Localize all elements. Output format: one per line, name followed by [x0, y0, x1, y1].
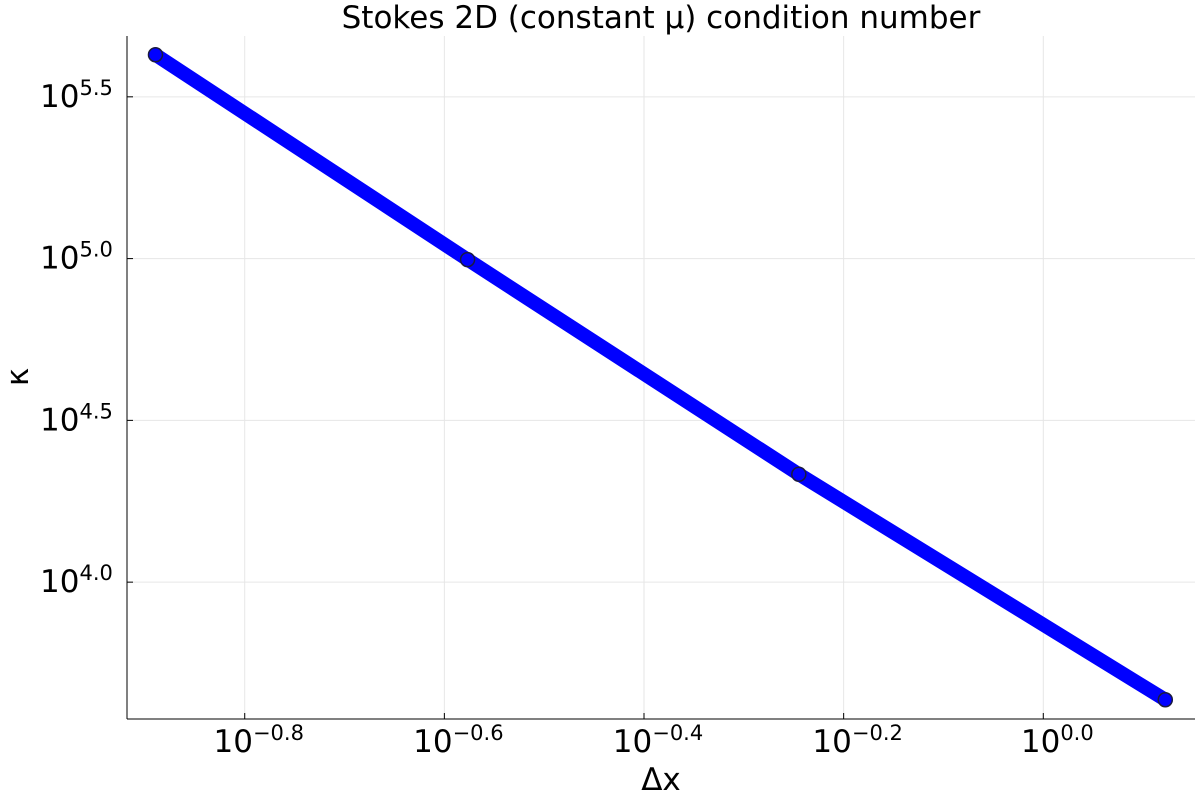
tick-label-base: 10 — [213, 724, 252, 760]
tick-label-exponent: 0.0 — [1060, 721, 1093, 745]
tick-label: 10−0.2 — [812, 721, 902, 760]
tick-label-exponent: −0.2 — [852, 721, 903, 745]
tick-label-exponent: −0.6 — [453, 721, 504, 745]
tick-label-base: 10 — [1021, 724, 1060, 760]
tick-label-exponent: 4.0 — [79, 561, 112, 585]
marker — [459, 251, 476, 268]
tick-label-base: 10 — [40, 241, 79, 277]
tick-label-base: 10 — [613, 724, 652, 760]
tick-label-exponent: −0.8 — [253, 721, 304, 745]
tick-label: 105.0 — [40, 238, 113, 277]
tick-label-exponent: 4.5 — [79, 399, 112, 423]
marker — [791, 466, 807, 483]
y-axis-label: κ — [0, 368, 36, 386]
tick-label: 105.5 — [40, 76, 113, 115]
tick-label-exponent: −0.4 — [652, 721, 703, 745]
tick-label: 100.0 — [1021, 721, 1094, 760]
tick-label: 10−0.8 — [213, 721, 303, 760]
tick-label-exponent: 5.5 — [79, 76, 112, 100]
tick-label: 10−0.4 — [613, 721, 703, 760]
tick-label-exponent: 5.0 — [79, 238, 112, 262]
tick-label-base: 10 — [40, 402, 79, 438]
tick-label-base: 10 — [413, 724, 452, 760]
line — [151, 48, 1169, 706]
tick-label: 104.0 — [40, 561, 113, 600]
chart-title: Stokes 2D (constant μ) condition number — [342, 0, 981, 36]
marker — [147, 47, 164, 63]
x-axis-label: Δx — [641, 762, 681, 798]
tick-label: 104.5 — [40, 399, 113, 438]
tick-label-base: 10 — [812, 724, 851, 760]
marker — [1157, 692, 1174, 708]
tick-label: 10−0.6 — [413, 721, 503, 760]
tick-label-base: 10 — [40, 79, 79, 115]
tick-label-base: 10 — [40, 564, 79, 600]
